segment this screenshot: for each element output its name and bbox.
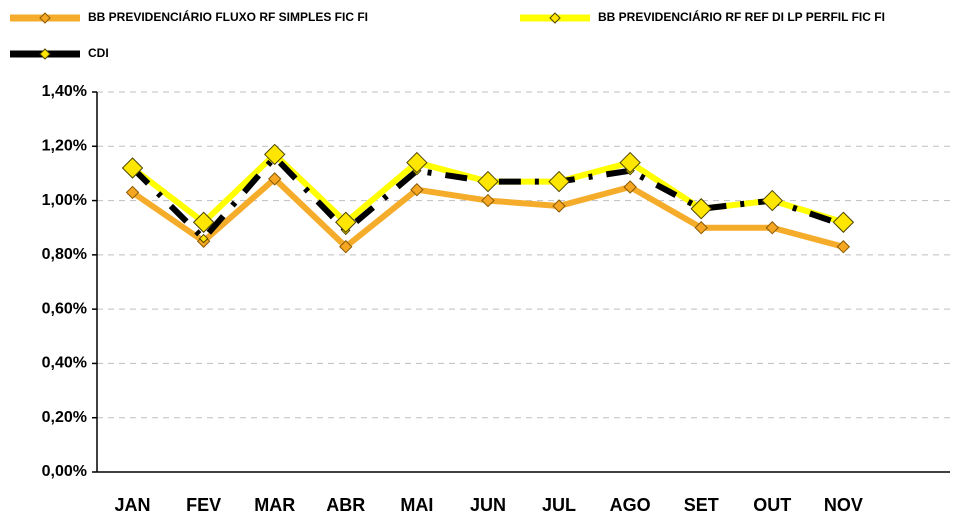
y-tick-label: 0,80% — [42, 246, 87, 263]
y-tick-label: 1,20% — [42, 138, 87, 155]
legend-marker — [39, 12, 51, 24]
y-tick-label: 0,20% — [42, 409, 87, 426]
x-tick-label: MAI — [400, 495, 433, 515]
data-point — [836, 240, 851, 254]
x-tick-label: JAN — [115, 495, 151, 515]
data-point — [552, 199, 566, 213]
y-tick-label: 0,00% — [42, 463, 87, 480]
data-point — [335, 211, 357, 233]
data-point — [410, 183, 424, 197]
y-tick-label: 0,60% — [42, 300, 87, 317]
data-point — [690, 198, 712, 220]
legend-label: CDI — [88, 46, 109, 60]
data-point — [125, 185, 140, 200]
y-tick-label: 0,40% — [42, 355, 87, 372]
legend-marker — [549, 12, 561, 24]
x-tick-label: JUN — [470, 495, 506, 515]
data-point — [477, 170, 499, 193]
data-point — [548, 170, 570, 193]
data-point — [832, 211, 855, 233]
x-tick-label: SET — [684, 495, 719, 515]
x-tick-label: ABR — [326, 495, 365, 515]
data-point — [481, 193, 495, 208]
data-point — [619, 151, 641, 174]
x-tick-label: MAR — [254, 495, 295, 515]
data-point — [198, 233, 209, 244]
series-line — [130, 154, 845, 242]
legend-label: BB PREVIDENCIÁRIO FLUXO RF SIMPLES FIC F… — [88, 9, 368, 24]
y-tick-label: 1,40% — [42, 83, 87, 100]
legend-label: BB PREVIDENCIÁRIO RF REF DI LP PERFIL FI… — [598, 9, 885, 24]
x-tick-label: JUL — [542, 495, 576, 515]
x-tick-label: AGO — [610, 495, 651, 515]
x-tick-label: OUT — [753, 495, 791, 515]
x-tick-label: NOV — [824, 495, 863, 515]
data-point — [268, 172, 282, 186]
data-point — [264, 143, 286, 166]
data-point — [694, 221, 708, 235]
data-point — [765, 221, 779, 235]
y-tick-label: 1,00% — [42, 192, 87, 209]
data-point — [761, 189, 783, 212]
data-point — [192, 211, 215, 233]
x-tick-label: FEV — [186, 495, 221, 515]
data-point — [406, 151, 428, 174]
data-point — [623, 180, 637, 194]
legend-marker — [39, 48, 51, 60]
data-point — [339, 240, 353, 254]
data-point — [121, 157, 144, 179]
